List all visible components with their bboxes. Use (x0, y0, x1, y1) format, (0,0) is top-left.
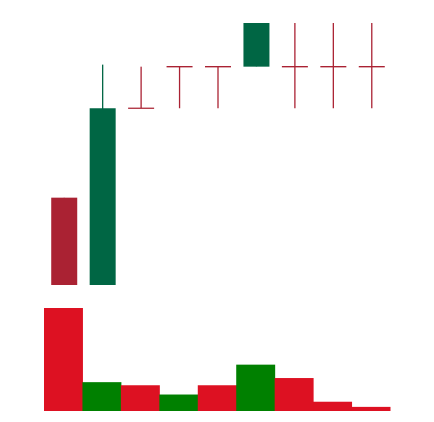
candle-body (51, 197, 78, 285)
volume-bar (351, 406, 391, 411)
candlestick-plot (51, 23, 385, 285)
volume-bar (236, 364, 276, 411)
volume-bar (159, 394, 199, 411)
volume-bar (82, 382, 122, 411)
volume-bar (197, 385, 237, 411)
volume-bar (44, 308, 83, 411)
volume-bar (313, 401, 353, 411)
volume-plot (44, 308, 391, 411)
candle-body (243, 23, 270, 67)
volume-bar (120, 385, 160, 411)
candle-body (89, 108, 116, 285)
volume-bar (274, 378, 314, 411)
